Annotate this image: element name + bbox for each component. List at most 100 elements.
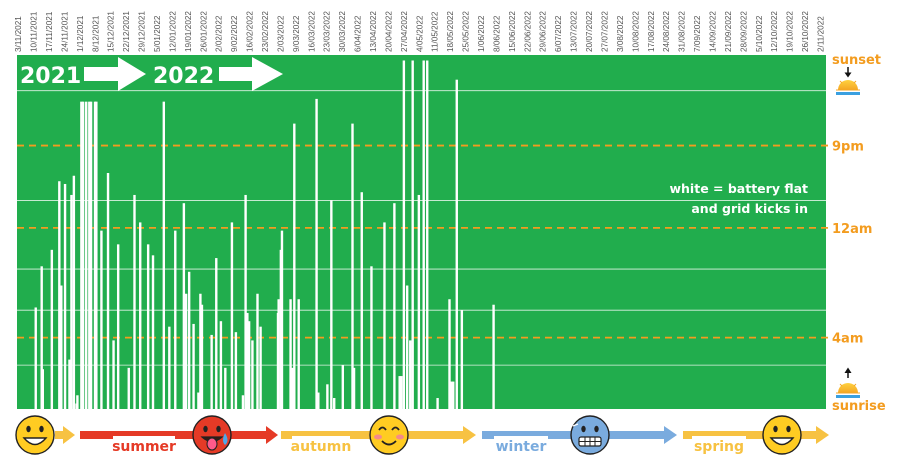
date-tick-label: 2/02/2022 bbox=[215, 15, 224, 52]
battery-flat-bar bbox=[351, 123, 354, 410]
battery-flat-bar bbox=[405, 285, 409, 409]
grin-emoji-icon bbox=[15, 415, 55, 455]
battery-flat-bar bbox=[383, 222, 386, 409]
date-tick-label: 23/03/2022 bbox=[323, 11, 332, 52]
date-tick-label: 27/07/2022 bbox=[600, 11, 609, 52]
cold-face-emoji-icon bbox=[570, 415, 610, 455]
date-tick-label: 10/08/2022 bbox=[631, 11, 640, 52]
date-tick-label: 20/04/2022 bbox=[384, 11, 393, 52]
battery-flat-bar bbox=[247, 321, 251, 409]
battery-flat-bar bbox=[187, 271, 191, 409]
battery-flat-bar bbox=[72, 175, 76, 409]
battery-flat-bar bbox=[422, 60, 425, 409]
battery-flat-bar bbox=[89, 101, 93, 410]
battery-flat-bar bbox=[244, 194, 247, 409]
battery-flat-bar bbox=[80, 101, 83, 410]
battery-flat-bar bbox=[234, 332, 238, 409]
battery-flat-bar bbox=[112, 340, 115, 409]
battery-flat-bar bbox=[100, 230, 103, 409]
date-tick-label: 1/06/2022 bbox=[477, 15, 486, 52]
battery-flat-bar bbox=[41, 369, 44, 409]
battery-flat-bar bbox=[409, 340, 412, 409]
date-tick-label: 5/10/2022 bbox=[755, 15, 764, 52]
summer-band bbox=[80, 431, 267, 439]
time-label-sunset: sunset bbox=[832, 53, 881, 68]
battery-flat-bar bbox=[259, 326, 262, 409]
season-label-winter: winter bbox=[496, 439, 547, 455]
date-tick-label: 3/08/2022 bbox=[616, 15, 625, 52]
date-tick-label: 23/02/2022 bbox=[261, 11, 270, 52]
battery-flat-bar bbox=[197, 392, 200, 409]
date-tick-label: 5/01/2022 bbox=[153, 15, 162, 52]
battery-flat-bar bbox=[184, 293, 188, 409]
date-tick-label: 6/07/2022 bbox=[554, 15, 563, 52]
battery-flat-bar bbox=[370, 266, 373, 409]
battery-flat-bar bbox=[289, 299, 292, 409]
date-tick-label: 28/09/2022 bbox=[739, 11, 748, 52]
date-tick-label: 14/09/2022 bbox=[708, 11, 717, 52]
battery-flat-bar bbox=[85, 101, 88, 410]
battery-flat-bar bbox=[315, 98, 318, 409]
battery-flat-bar bbox=[326, 384, 329, 409]
time-label-4am: 4am bbox=[832, 332, 863, 347]
time-label-9pm: 9pm bbox=[832, 140, 864, 155]
battery-flat-bar bbox=[70, 194, 73, 409]
spring-band bbox=[683, 431, 817, 439]
battery-flat-bar bbox=[106, 173, 110, 409]
date-tick-labels: 3/11/2021 10/11/2021 17/11/2021 24/11/2021 1… bbox=[14, 11, 825, 52]
date-tick-label: 26/10/2022 bbox=[801, 11, 810, 52]
date-tick-label: 9/03/2022 bbox=[292, 15, 301, 52]
battery-flat-bar bbox=[182, 203, 186, 409]
battery-flat-bar bbox=[139, 222, 142, 409]
date-tick-label: 16/03/2022 bbox=[307, 11, 316, 52]
battery-flat-bar bbox=[256, 293, 259, 409]
battery-flat-bar bbox=[127, 367, 130, 409]
season-label-summer: summer bbox=[112, 439, 176, 455]
date-tick-label: 22/12/2021 bbox=[122, 11, 131, 52]
date-tick-label: 2/03/2022 bbox=[276, 15, 285, 52]
date-tick-label: 29/12/2021 bbox=[138, 11, 147, 52]
sunrise-icon bbox=[836, 367, 860, 398]
battery-flat-bar bbox=[93, 101, 97, 410]
battery-flat-bar bbox=[411, 60, 414, 409]
battery-flat-bar bbox=[251, 340, 254, 409]
battery-flat-bar bbox=[168, 326, 171, 409]
date-tick-label: 3/11/2021 bbox=[14, 16, 23, 52]
battery-flat-bar bbox=[215, 258, 218, 409]
battery-flat-bar bbox=[492, 304, 495, 409]
date-tick-label: 29/06/2022 bbox=[539, 11, 548, 52]
smiling-blush-emoji-icon bbox=[369, 415, 409, 455]
date-tick-label: 17/11/2021 bbox=[45, 11, 54, 52]
battery-flat-bar bbox=[81, 101, 85, 410]
date-tick-label: 15/06/2022 bbox=[508, 11, 517, 52]
date-tick-label: 15/12/2021 bbox=[107, 11, 116, 52]
battery-flat-bar bbox=[133, 194, 136, 409]
battery-flat-bar bbox=[40, 266, 43, 409]
date-tick-label: 12/01/2022 bbox=[168, 11, 177, 52]
battery-flat-bar bbox=[448, 299, 451, 409]
date-tick-label: 20/07/2022 bbox=[585, 11, 594, 52]
date-tick-label: 19/01/2022 bbox=[184, 11, 193, 52]
legend-note-line1: white = battery flat bbox=[669, 181, 808, 196]
date-tick-label: 25/05/2022 bbox=[462, 11, 471, 52]
battery-flat-bar bbox=[460, 310, 464, 409]
battery-flat-bar bbox=[68, 359, 71, 409]
battery-flat-bar bbox=[199, 293, 202, 409]
battery-flat-bar bbox=[450, 381, 453, 409]
battery-flat-bar bbox=[95, 101, 98, 410]
battery-flat-bar bbox=[393, 203, 396, 409]
battery-flat-bar bbox=[116, 244, 120, 409]
battery-flat-bar bbox=[280, 230, 284, 409]
date-tick-label: 8/12/2021 bbox=[91, 15, 100, 52]
battery-flat-bar bbox=[162, 101, 166, 410]
date-tick-label: 21/09/2022 bbox=[724, 11, 733, 52]
year-arrow-1 bbox=[84, 57, 146, 91]
battery-flat-bar bbox=[417, 194, 421, 409]
season-label-spring: spring bbox=[694, 439, 744, 455]
battery-flat-bar bbox=[291, 367, 294, 409]
sunset-icon bbox=[836, 67, 860, 95]
date-tick-label: 2/11/2022 bbox=[816, 16, 825, 52]
battery-flat-bar bbox=[210, 334, 213, 409]
date-tick-label: 16/02/2022 bbox=[246, 11, 255, 52]
